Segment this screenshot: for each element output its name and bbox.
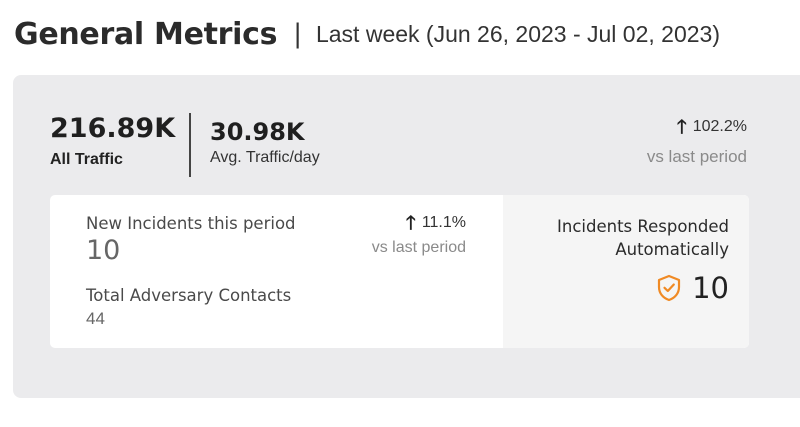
new-incidents-value: 10 [86, 235, 121, 266]
traffic-trend: 🡑 102.2% vs last period [647, 117, 747, 167]
title-separator: | [293, 19, 302, 49]
all-traffic-value: 216.89K [50, 113, 176, 144]
all-traffic-label: All Traffic [50, 151, 123, 168]
avg-traffic-value: 30.98K [210, 118, 305, 146]
avg-traffic-label: Avg. Traffic/day [210, 149, 320, 166]
incidents-trend: 🡑 11.1% vs last period [350, 213, 466, 257]
date-range: Last week (Jun 26, 2023 - Jul 02, 2023) [315, 20, 720, 47]
traffic-trend-percent: 102.2% [692, 118, 747, 135]
auto-response-section: Incidents Responded Automatically 10 [503, 195, 749, 348]
auto-response-value: 10 [692, 271, 729, 305]
incidents-trend-percent: 11.1% [421, 214, 466, 231]
avg-traffic-metric: 30.98K Avg. Traffic/day [210, 117, 320, 167]
metric-divider [189, 113, 191, 177]
arrow-up-icon: 🡑 [405, 212, 416, 234]
auto-response-label-line1: Incidents Responded [557, 217, 729, 236]
incidents-trend-label: vs last period [371, 239, 466, 256]
shield-check-icon [656, 274, 682, 302]
adversary-contacts-label: Total Adversary Contacts [86, 286, 292, 305]
auto-response-label-line2: Automatically [615, 240, 729, 259]
auto-response-label: Incidents Responded Automatically [509, 215, 729, 261]
auto-response-metric: 10 [656, 271, 729, 305]
all-traffic-metric: 216.89K All Traffic [50, 113, 175, 169]
traffic-trend-label: vs last period [646, 147, 747, 166]
arrow-up-icon: 🡑 [676, 116, 687, 138]
adversary-contacts-value: 44 [86, 309, 105, 328]
page-header: General Metrics | Last week (Jun 26, 202… [14, 12, 720, 56]
incidents-card: New Incidents this period 10 🡑 11.1% vs … [50, 195, 749, 348]
page-title: General Metrics [14, 16, 278, 52]
new-incidents-label: New Incidents this period [86, 214, 296, 233]
